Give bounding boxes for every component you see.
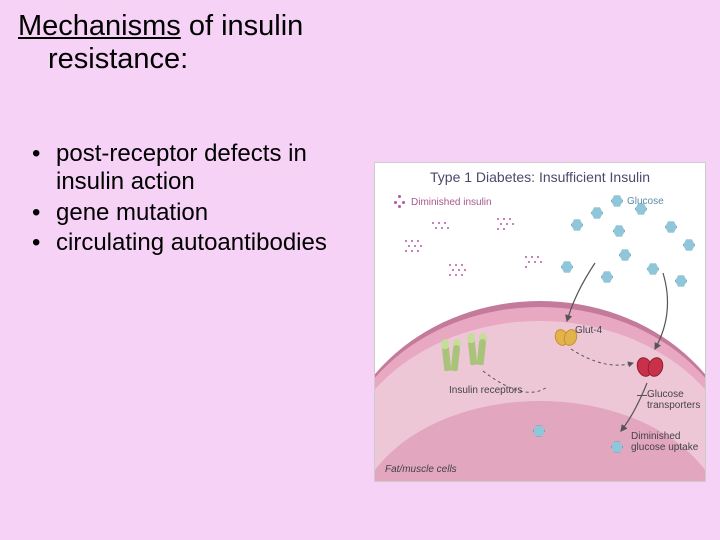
bullet-item: circulating autoantibodies bbox=[32, 229, 372, 257]
label-glucose-transporters: Glucose transporters bbox=[647, 389, 703, 411]
slide-title: Mechanisms of insulin resistance: bbox=[18, 10, 438, 76]
label-fat-muscle: Fat/muscle cells bbox=[385, 464, 457, 475]
bullet-item: post-receptor defects in insulin action bbox=[32, 140, 372, 197]
title-suffix: of insulin bbox=[181, 10, 304, 42]
bullet-item: gene mutation bbox=[32, 199, 372, 227]
label-insulin-receptors: Insulin receptors bbox=[449, 385, 522, 396]
title-line2: resistance: bbox=[18, 43, 438, 76]
label-diminished-uptake: Diminished glucose uptake bbox=[631, 431, 705, 453]
cell-region: Insulin receptors Glut-4 Glucose transpo… bbox=[375, 163, 705, 481]
diabetes-figure: Type 1 Diabetes: Insufficient Insulin Di… bbox=[374, 162, 706, 482]
label-glut4: Glut-4 bbox=[575, 325, 602, 336]
bullet-list: post-receptor defects in insulin action … bbox=[32, 140, 372, 259]
title-underlined: Mechanisms bbox=[18, 10, 181, 42]
slide: Mechanisms of insulin resistance: post-r… bbox=[0, 0, 720, 540]
